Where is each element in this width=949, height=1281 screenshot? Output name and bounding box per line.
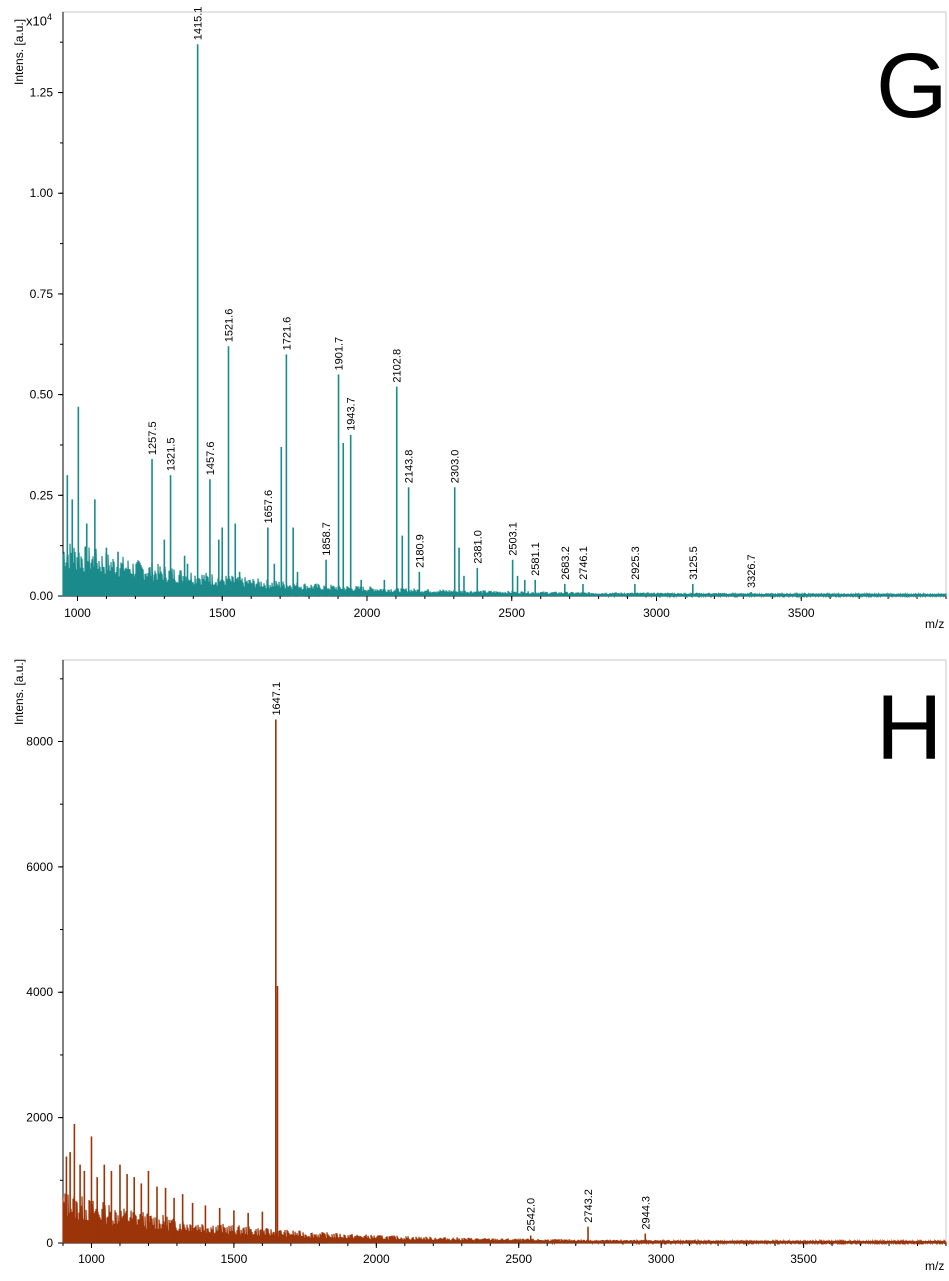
x-tick-label: 3000 — [643, 606, 670, 620]
y-tick-label: 8000 — [26, 734, 53, 748]
x-tick-label: 1500 — [221, 1252, 248, 1266]
plot-frame — [62, 11, 947, 597]
peak-label: 2944.3 — [640, 1196, 652, 1230]
peak-label: 2303.0 — [450, 450, 462, 484]
peak-label: 2581.1 — [530, 542, 542, 576]
peak-label: 3326.7 — [746, 554, 758, 588]
y-tick-label: 1.00 — [30, 186, 54, 200]
y-tick-label: 0 — [46, 1236, 53, 1250]
x-tick-label: 2000 — [354, 606, 381, 620]
y-tick-label: 1.25 — [30, 86, 54, 100]
y-tick-label: 0.25 — [30, 488, 54, 502]
panel-label-g: G — [876, 35, 948, 137]
peak-label: 1943.7 — [346, 397, 358, 431]
y-scale-multiplier-g: x104 — [26, 12, 52, 29]
y-tick-label: 4000 — [26, 985, 53, 999]
y-tick-label: 0.00 — [30, 589, 54, 603]
x-tick-label: 1000 — [64, 606, 91, 620]
peak-label: 2743.2 — [583, 1189, 595, 1223]
y-axis-label-h: Intens. [a.u.] — [12, 658, 26, 725]
x-tick-label: 3000 — [648, 1252, 675, 1266]
spectrum-plot-g: 0.00 0.25 0.50 0.75 1.00 1.25 1000 1500 2000 2500… — [30, 7, 947, 620]
y-axis-label-g: Intens. [a.u.] — [12, 18, 26, 85]
peak-label: 1457.6 — [205, 442, 217, 476]
spectrum-panel-g: 0.00 0.25 0.50 0.75 1.00 1.25 1000 1500 2000 2500… — [0, 0, 949, 640]
peak-label: 2746.1 — [578, 546, 590, 580]
peak-label: 1321.5 — [166, 438, 178, 472]
peak-label: 2381.0 — [472, 530, 484, 564]
peak-label: 2542.0 — [526, 1198, 538, 1232]
spectrum-noise-trace — [62, 543, 947, 599]
x-tick-label: 2500 — [498, 606, 525, 620]
peak-label: 1521.6 — [223, 309, 235, 343]
peak-label: 2180.9 — [414, 534, 426, 568]
peak-label: 2102.8 — [392, 349, 404, 383]
x-tick-label: 1000 — [78, 1252, 105, 1266]
panel-label-h: H — [876, 677, 943, 779]
spectrum-plot-h: 0 2000 4000 6000 8000 1000 1500 2000 2500 3000 350… — [26, 659, 947, 1266]
y-tick-label: 0.75 — [30, 287, 54, 301]
spectrum-noise-trace — [62, 1193, 947, 1246]
peak-label: 1858.7 — [321, 522, 333, 556]
peak-label: 1257.5 — [147, 421, 159, 455]
x-tick-label: 2500 — [505, 1252, 532, 1266]
x-tick-label: 2000 — [363, 1252, 390, 1266]
peak-label: 1647.1 — [271, 682, 283, 716]
peak-label: 1657.6 — [263, 490, 275, 524]
x-tick-label: 3500 — [788, 606, 815, 620]
y-tick-label: 0.50 — [30, 388, 54, 402]
peak-label: 2503.1 — [508, 522, 520, 556]
spectrum-panel-h: 0 2000 4000 6000 8000 1000 1500 2000 2500 3000 350… — [0, 640, 949, 1281]
x-tick-label: 1500 — [209, 606, 236, 620]
peak-label: 2683.2 — [560, 546, 572, 580]
y-tick-label: 2000 — [26, 1111, 53, 1125]
x-axis-label-h: m/z — [925, 1259, 945, 1273]
y-tick-label: 6000 — [26, 860, 53, 874]
peak-label: 3125.5 — [688, 546, 700, 580]
peak-label: 1721.6 — [281, 317, 293, 351]
x-axis-label-g: m/z — [925, 617, 945, 631]
peak-label: 2925.3 — [630, 546, 642, 580]
peak-label: 1901.7 — [334, 337, 346, 371]
x-tick-label: 3500 — [790, 1252, 817, 1266]
peak-label: 2143.8 — [404, 450, 416, 484]
peak-label: 1415.1 — [193, 7, 205, 41]
plot-frame — [62, 659, 947, 1244]
